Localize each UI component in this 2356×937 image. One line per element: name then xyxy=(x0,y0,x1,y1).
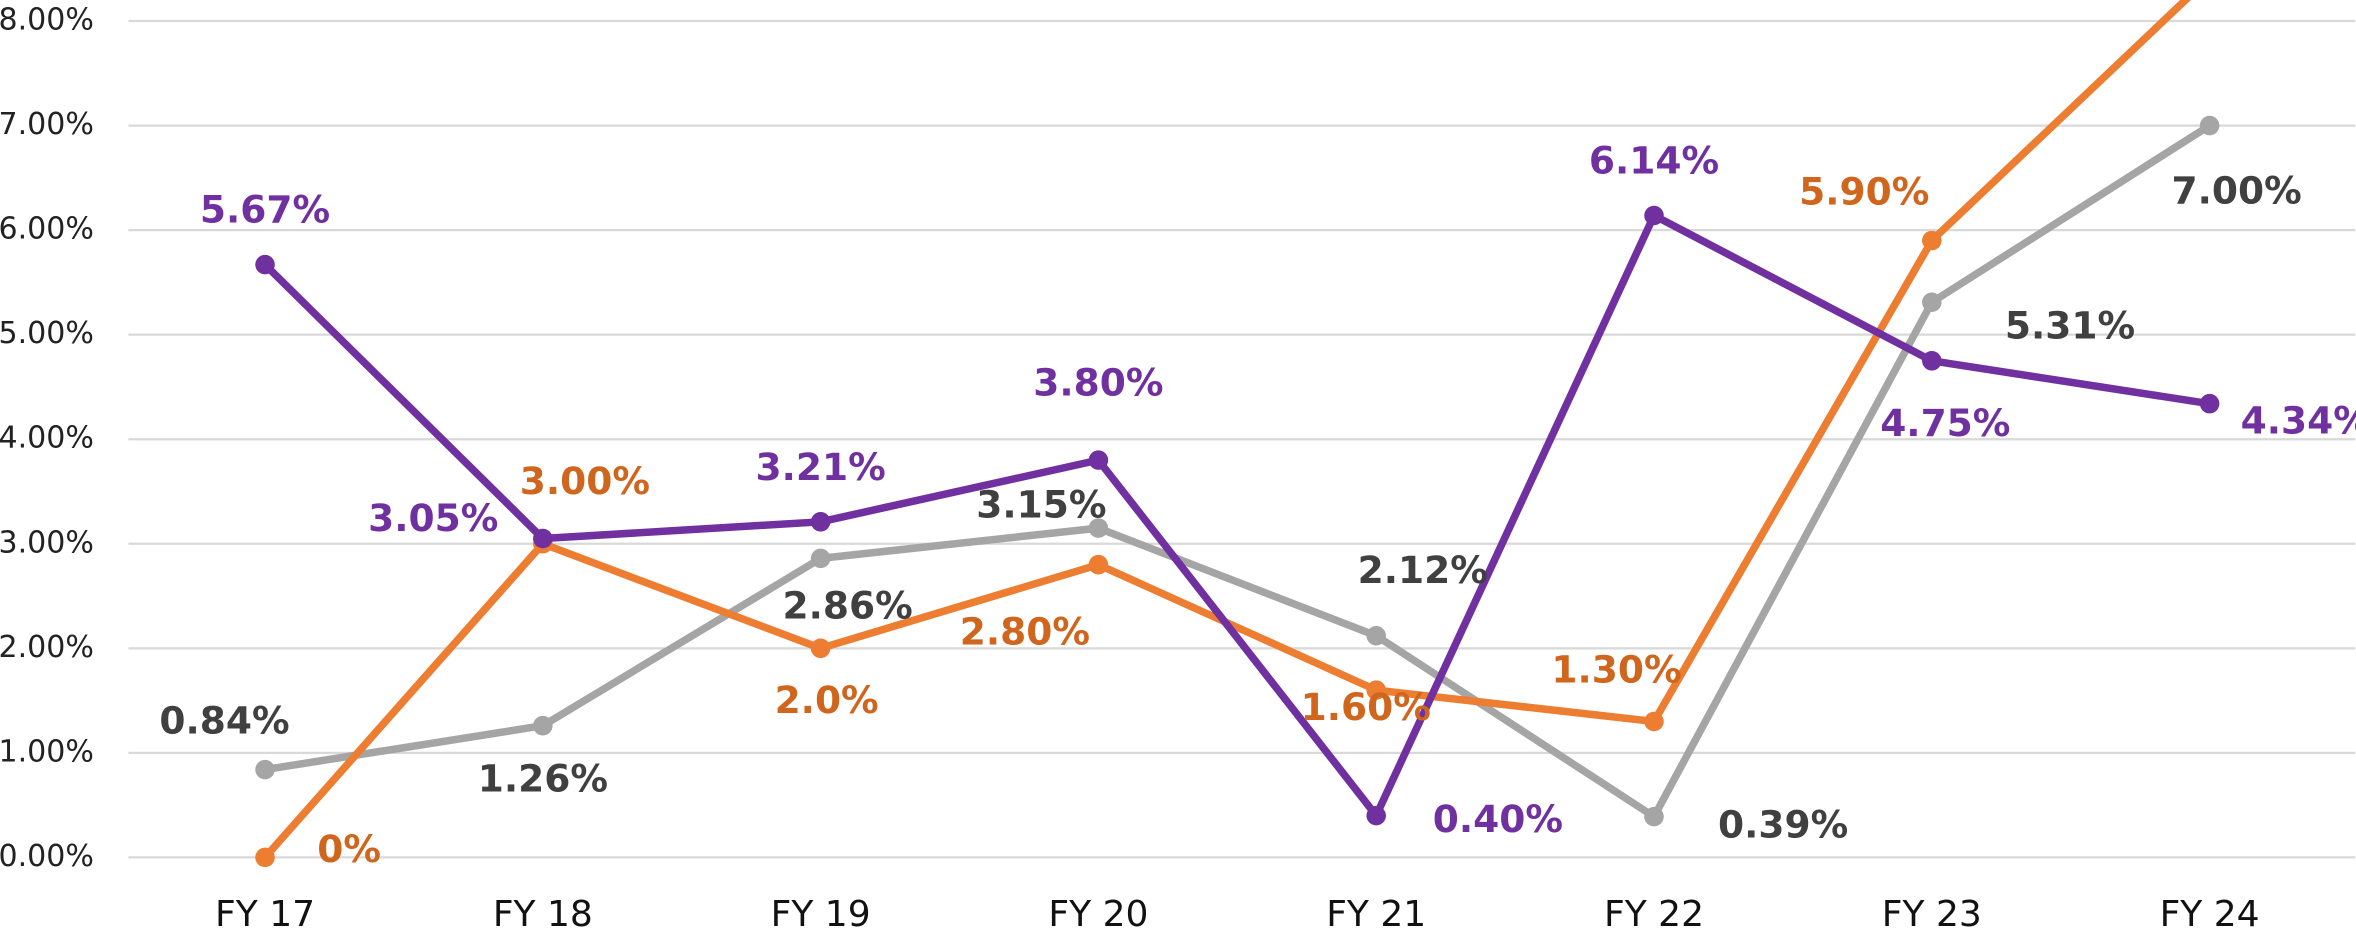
point xyxy=(1088,450,1109,470)
y-tick-label: 8.00% xyxy=(0,3,94,38)
series-line xyxy=(262,0,2191,860)
value-label: 3.15% xyxy=(976,483,1106,527)
point xyxy=(255,254,275,275)
value-label: 4.75% xyxy=(1880,401,2010,445)
value-label: 5.90% xyxy=(1799,170,1929,214)
x-tick-label: FY 17 xyxy=(215,894,315,935)
point xyxy=(1366,626,1386,646)
value-label: 3.05% xyxy=(368,496,498,540)
y-tick-label: 6.00% xyxy=(0,212,94,247)
value-label: 5.67% xyxy=(200,188,330,232)
labels: 5.67% 3.05% 3.21% 3.80% 0.40% 6.14% 4.75% 4.34%… xyxy=(159,138,2356,870)
grid: 0.00% 1.00% 2.00% 3.00% 4.00% 5.00% 6.00% 7.00%… xyxy=(0,3,2356,935)
point xyxy=(255,759,275,780)
y-tick-label: 0.00% xyxy=(0,839,94,874)
value-label: 3.80% xyxy=(1033,361,1163,405)
value-label: 2.80% xyxy=(960,609,1090,653)
value-label: 5.31% xyxy=(2005,303,2135,347)
y-tick-label: 3.00% xyxy=(0,525,94,560)
point xyxy=(1366,805,1386,826)
value-label: 2.12% xyxy=(1358,548,1488,592)
series-line xyxy=(264,122,2212,821)
point xyxy=(255,847,275,868)
y-tick-label: 7.00% xyxy=(0,107,94,142)
point xyxy=(1088,518,1109,538)
value-label: 1.30% xyxy=(1551,647,1681,691)
point xyxy=(1922,230,1942,251)
series-line xyxy=(262,211,2211,820)
point xyxy=(1644,711,1664,732)
value-label: 7.00% xyxy=(2172,169,2302,213)
point xyxy=(1922,292,1942,313)
value-label: 2.86% xyxy=(783,583,913,627)
point xyxy=(810,638,831,659)
point xyxy=(1088,554,1109,575)
y-tick-label: 2.00% xyxy=(0,630,94,665)
value-label: 2.0% xyxy=(775,678,879,722)
value-label: 0.40% xyxy=(1433,797,1563,841)
y-tick-label: 1.00% xyxy=(0,734,94,769)
value-label: 0.84% xyxy=(159,699,289,743)
x-tick-label: FY 20 xyxy=(1048,894,1148,935)
value-label: 0.39% xyxy=(1718,803,1848,847)
lines xyxy=(255,0,2220,868)
point xyxy=(1644,806,1664,827)
y-tick-label: 5.00% xyxy=(0,316,94,351)
value-label: 4.34% xyxy=(2241,399,2356,443)
point xyxy=(1644,205,1664,226)
x-tick-label: FY 22 xyxy=(1604,894,1704,935)
value-label: 3.21% xyxy=(756,445,886,489)
point xyxy=(533,528,553,549)
point xyxy=(2199,115,2220,136)
value-label: 3.00% xyxy=(520,459,650,503)
value-label: 1.60% xyxy=(1301,685,1431,729)
point xyxy=(533,715,553,736)
x-tick-label: FY 24 xyxy=(2160,894,2260,935)
x-tick-label: FY 23 xyxy=(1882,894,1982,935)
point xyxy=(810,548,831,569)
y-tick-label: 4.00% xyxy=(0,421,94,456)
value-label: 0% xyxy=(317,827,381,871)
value-label: 6.14% xyxy=(1589,138,1719,182)
point xyxy=(1366,680,1386,700)
point xyxy=(810,512,831,532)
point xyxy=(2199,393,2220,414)
value-label: 1.26% xyxy=(478,757,608,801)
point xyxy=(1922,351,1942,371)
x-tick-label: FY 21 xyxy=(1326,894,1426,935)
x-tick-label: FY 18 xyxy=(493,894,593,935)
x-tick-label: FY 19 xyxy=(771,894,871,935)
